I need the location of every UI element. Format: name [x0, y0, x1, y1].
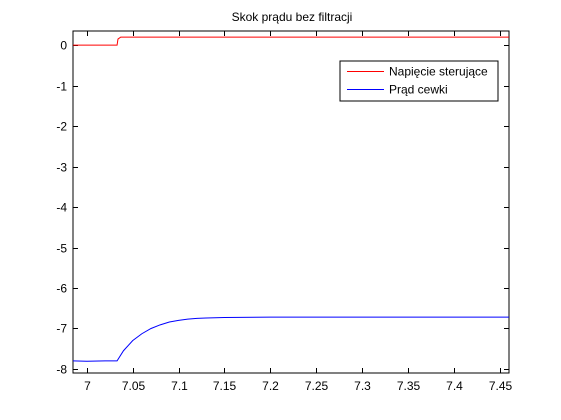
y-tick-label: -2: [56, 120, 67, 134]
x-tick-label: 7: [84, 379, 91, 393]
x-tick-label: 7.15: [213, 379, 237, 393]
x-tick-label: 7.4: [446, 379, 463, 393]
x-tick-label: 7.1: [171, 379, 188, 393]
x-tick-label: 7.25: [305, 379, 329, 393]
y-tick-label: 0: [60, 39, 67, 53]
legend-box: [339, 60, 499, 102]
legend-label-napiecie: Napięcie sterujące: [389, 65, 488, 79]
x-tick-label: 7.35: [397, 379, 421, 393]
y-tick-label: -5: [56, 242, 67, 256]
legend-label-prad: Prąd cewki: [389, 83, 448, 97]
x-axis: 7 7.05 7.1 7.15 7.2 7.25 7.3 7.35 7.4 7.45: [84, 31, 513, 393]
x-tick-label: 7.2: [262, 379, 279, 393]
x-tick-label: 7.45: [489, 379, 513, 393]
chart-title: Skok prądu bez filtracji: [232, 10, 353, 24]
y-tick-label: -6: [56, 282, 67, 296]
y-tick-label: -3: [56, 161, 67, 175]
y-tick-label: -8: [56, 363, 67, 377]
series-line-napiecie: [73, 36, 509, 46]
series-line-prad: [72, 316, 509, 362]
series-lines: [72, 36, 509, 362]
legend: Napięcie sterujące Prąd cewki: [339, 60, 499, 102]
y-tick-label: -4: [56, 201, 67, 215]
y-axis: 0 -1 -2 -3 -4 -5 -6 -7 -8: [56, 39, 509, 377]
x-tick-label: 7.3: [354, 379, 371, 393]
x-tick-label: 7.05: [122, 379, 146, 393]
y-tick-label: -7: [56, 322, 67, 336]
y-tick-label: -1: [56, 80, 67, 94]
